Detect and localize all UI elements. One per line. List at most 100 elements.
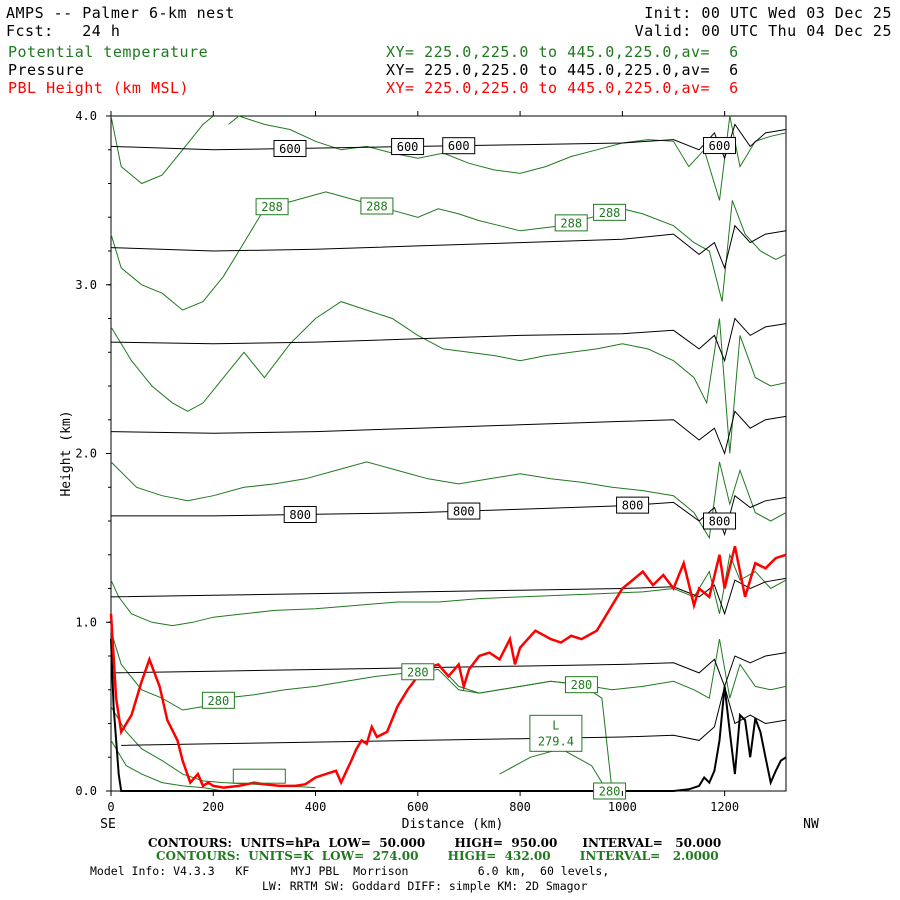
pressure-contour-label-box: [273, 139, 307, 157]
terrain-line: [110, 639, 787, 792]
y-tick-label: 2.0: [75, 447, 97, 461]
theta-contour-label-box: [201, 691, 235, 709]
pressure-contour-label: 800: [703, 512, 737, 530]
pressure-contour-label: 600: [703, 137, 737, 155]
x-tick-label: 800: [509, 800, 531, 814]
pressure-contour-line: [110, 317, 787, 363]
physics-info: LW: RRTM SW: Goddard DIFF: simple KM: 2D…: [262, 879, 588, 893]
pressure-contour-label-text: 800: [709, 515, 731, 529]
pressure-contour-label-box: [391, 138, 425, 156]
pressure-contour-label-box: [283, 506, 317, 524]
pressure-contour-line: [121, 684, 787, 746]
theta-contour-label-box: [401, 663, 435, 681]
x-tick-label: 200: [202, 800, 224, 814]
model-info: Model Info: V4.3.3 KF MYJ PBL Morrison 6…: [90, 864, 610, 878]
theta-contour-label: 288: [554, 214, 588, 232]
x-end-label-left: SE: [100, 817, 116, 832]
pressure-contour-label-text: 800: [622, 499, 644, 513]
theta-contour-label-box: [554, 214, 588, 232]
pressure-contour-label-box: [616, 496, 650, 514]
x-tick-label: 1200: [710, 800, 739, 814]
chart-title: AMPS -- Palmer 6-km nest: [6, 4, 235, 22]
y-axis-label: Height (km): [59, 410, 74, 496]
field-xy-theta: XY= 225.0,225.0 to 445.0,225.0,av= 6: [386, 43, 739, 61]
x-axis-label: Distance (km): [402, 817, 504, 832]
theta-contour-label-text: 288: [261, 200, 283, 214]
pressure-contour-label-text: 800: [289, 508, 311, 522]
theta-contour-line: [110, 191, 787, 311]
valid-time: Valid: 00 UTC Thu 04 Dec 25: [634, 22, 892, 40]
theta-contour-info: CONTOURS: UNITS=K LOW= 274.00 HIGH= 432.…: [156, 849, 719, 863]
pressure-contour-label: 800: [447, 502, 481, 520]
theta-low-marker: L 279.4: [529, 714, 583, 752]
pressure-contour-line: [110, 123, 787, 160]
theta-contour-label: 288: [593, 203, 627, 221]
y-tick-label: 4.0: [75, 109, 97, 123]
plot-frame: [110, 115, 787, 792]
x-tick-label: 400: [305, 800, 327, 814]
theta-contour-label-text: 280: [599, 785, 621, 799]
pressure-contour-label-text: 600: [448, 139, 470, 153]
theta-low-value: 279.4: [538, 734, 574, 748]
theta-contour-line: [110, 740, 224, 792]
x-end-label-right: NW: [803, 817, 819, 832]
theta-contour-label-text: 288: [560, 216, 582, 230]
pressure-contour-line: [110, 410, 787, 456]
pressure-contour-label-box: [703, 137, 737, 155]
theta-marker-box: [232, 768, 286, 784]
theta-contour-line: [110, 461, 787, 540]
pressure-contour-line: [110, 224, 787, 270]
theta-contour-line: [437, 664, 613, 792]
x-tick-label: 1000: [608, 800, 637, 814]
pressure-contour-label: 800: [283, 506, 317, 524]
pressure-contour-label-text: 800: [453, 505, 475, 519]
field-name-pbl: PBL Height (km MSL): [8, 79, 190, 97]
pressure-contour-label: 600: [273, 139, 307, 157]
theta-contour-label: 288: [255, 198, 289, 216]
theta-contour-label-text: 280: [208, 694, 230, 708]
field-name-theta: Potential temperature: [8, 43, 209, 61]
field-name-pressure: Pressure: [8, 61, 85, 79]
pressure-contour-info: CONTOURS: UNITS=hPa LOW= 50.000 HIGH= 95…: [148, 836, 722, 850]
theta-contour-label: 280: [564, 676, 598, 694]
field-xy-pressure: XY= 225.0,225.0 to 445.0,225.0,av= 6: [386, 61, 739, 79]
theta-contour-label-box: [360, 197, 394, 215]
pressure-contour-label-box: [447, 502, 481, 520]
y-tick-label: 3.0: [75, 278, 97, 292]
pressure-contour-label-text: 600: [279, 142, 301, 156]
theta-contour-label-text: 288: [366, 200, 388, 214]
field-xy-pbl: XY= 225.0,225.0 to 445.0,225.0,av= 6: [386, 79, 739, 97]
theta-contour-line: [228, 115, 787, 201]
theta-contour-label-box: [593, 782, 627, 800]
pressure-contour-line: [110, 652, 787, 688]
x-tick-label: 600: [407, 800, 429, 814]
theta-low-box: [529, 714, 583, 752]
pressure-contour-label-box: [703, 512, 737, 530]
theta-contour-line: [110, 301, 787, 454]
theta-contour-line: [110, 552, 787, 627]
pressure-contour-label: 600: [442, 137, 476, 155]
theta-contour-line: [499, 748, 608, 792]
pressure-contour-line: [111, 494, 787, 537]
theta-low-letter: L: [552, 718, 559, 732]
pressure-contour-line: [110, 577, 787, 616]
theta-contour-label-box: [593, 203, 627, 221]
theta-contour-label-box: [255, 198, 289, 216]
theta-contour-line: [110, 115, 214, 185]
pressure-contour-label-text: 600: [397, 140, 419, 154]
y-tick-label: 0.0: [75, 784, 97, 798]
init-time: Init: 00 UTC Wed 03 Dec 25: [644, 4, 892, 22]
theta-contour-label: 280: [401, 663, 435, 681]
theta-contour-label-text: 288: [599, 206, 621, 220]
pressure-contour-label-text: 600: [709, 139, 731, 153]
theta-contour-label-text: 280: [571, 678, 593, 692]
forecast-hour: Fcst: 24 h: [6, 22, 121, 40]
pressure-contour-label: 800: [616, 496, 650, 514]
theta-contour-label: 280: [201, 691, 235, 709]
theta-contour-label-box: [564, 676, 598, 694]
pressure-contour-label: 600: [391, 138, 425, 156]
x-tick-label: 0: [107, 800, 114, 814]
theta-contour-label: 288: [360, 197, 394, 215]
theta-contour-label-text: 280: [407, 665, 429, 679]
